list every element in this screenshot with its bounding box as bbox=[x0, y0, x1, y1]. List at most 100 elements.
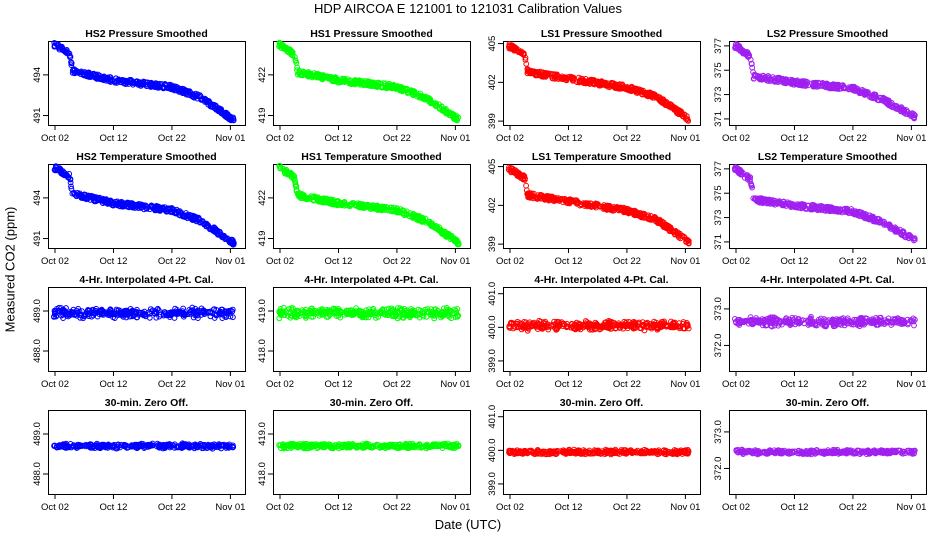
x-tick-label: Oct 22 bbox=[383, 256, 411, 267]
data-point bbox=[294, 67, 300, 73]
panel-11: 4-Hr. Interpolated 4-Pt. Cal.372.0373.0O… bbox=[713, 274, 927, 390]
data-point bbox=[288, 51, 295, 58]
data-point bbox=[378, 84, 385, 91]
panel-frame bbox=[48, 410, 246, 495]
data-point bbox=[537, 72, 543, 79]
data-point bbox=[521, 51, 527, 58]
x-tick-label: Oct 22 bbox=[613, 133, 641, 144]
y-tick-label: 372.0 bbox=[713, 334, 724, 358]
x-tick-label: Oct 02 bbox=[266, 256, 294, 267]
y-tick-label: 488.0 bbox=[32, 339, 43, 363]
data-point bbox=[541, 73, 547, 80]
data-point bbox=[552, 73, 559, 80]
data-point bbox=[533, 72, 539, 78]
panel-frame bbox=[48, 41, 246, 126]
x-tick-label: Oct 22 bbox=[613, 379, 641, 390]
data-point bbox=[398, 84, 405, 90]
data-point bbox=[522, 57, 529, 63]
data-point bbox=[646, 91, 653, 97]
data-point bbox=[313, 71, 320, 77]
x-tick-label: Nov 01 bbox=[440, 379, 470, 390]
x-axis-label: Date (UTC) bbox=[434, 517, 502, 532]
data-point bbox=[618, 85, 625, 92]
x-tick-label: Oct 02 bbox=[266, 379, 294, 390]
x-tick-label: Nov 01 bbox=[670, 133, 700, 144]
data-points bbox=[732, 41, 918, 122]
data-point bbox=[81, 69, 88, 75]
data-point bbox=[223, 111, 229, 118]
data-point bbox=[439, 107, 446, 114]
data-point bbox=[62, 49, 69, 56]
y-tick-label: 402 bbox=[487, 197, 498, 213]
data-point bbox=[668, 102, 675, 108]
y-tick-label: 371 bbox=[713, 234, 724, 250]
x-tick-label: Oct 12 bbox=[554, 133, 582, 144]
data-points bbox=[506, 164, 692, 247]
data-point bbox=[359, 81, 365, 87]
data-point bbox=[206, 99, 212, 105]
y-tick-label: 371 bbox=[713, 111, 724, 127]
panel-title: HS2 Pressure Smoothed bbox=[85, 28, 208, 40]
panel-title: LS2 Temperature Smoothed bbox=[758, 151, 897, 163]
y-tick-label: 418.0 bbox=[257, 339, 268, 363]
data-point bbox=[168, 84, 175, 91]
x-tick-label: Nov 01 bbox=[215, 256, 245, 267]
data-point bbox=[113, 80, 120, 86]
y-tick-label: 405 bbox=[487, 36, 498, 52]
data-point bbox=[330, 77, 337, 83]
y-tick-label: 422 bbox=[257, 190, 268, 206]
data-point bbox=[301, 69, 308, 75]
data-point bbox=[639, 91, 646, 98]
panel-frame bbox=[503, 41, 701, 126]
data-point bbox=[55, 43, 61, 49]
data-point bbox=[334, 77, 341, 84]
data-point bbox=[64, 48, 70, 54]
x-tick-label: Nov 01 bbox=[215, 379, 245, 390]
data-point bbox=[217, 106, 224, 113]
panel-frame bbox=[48, 287, 246, 372]
x-tick-label: Oct 12 bbox=[780, 256, 808, 267]
data-point bbox=[68, 60, 75, 66]
data-point bbox=[347, 78, 353, 85]
data-point bbox=[105, 78, 112, 84]
y-tick-label: 489.0 bbox=[32, 299, 43, 323]
y-tick-label: 399 bbox=[487, 236, 498, 252]
x-tick-label: Nov 01 bbox=[215, 502, 245, 513]
y-tick-label: 373 bbox=[713, 210, 724, 226]
data-point bbox=[124, 79, 130, 86]
data-points bbox=[506, 317, 692, 334]
data-point bbox=[559, 73, 565, 80]
data-point bbox=[394, 83, 401, 89]
panel-7: LS2 Temperature Smoothed371373375377Oct … bbox=[713, 151, 927, 267]
data-point bbox=[612, 84, 619, 91]
data-point bbox=[162, 81, 169, 88]
x-tick-label: Nov 01 bbox=[440, 133, 470, 144]
data-points bbox=[732, 313, 918, 330]
x-tick-label: Oct 22 bbox=[158, 133, 186, 144]
y-tick-label: 399 bbox=[487, 113, 498, 129]
data-point bbox=[427, 97, 434, 104]
x-tick-label: Oct 02 bbox=[496, 256, 524, 267]
data-point bbox=[188, 93, 195, 99]
y-tick-label: 377 bbox=[713, 161, 724, 177]
data-point bbox=[563, 77, 570, 84]
x-tick-label: Oct 02 bbox=[496, 133, 524, 144]
data-point bbox=[388, 84, 395, 90]
data-point bbox=[553, 72, 560, 78]
data-point bbox=[566, 73, 573, 80]
panel-title: HS1 Temperature Smoothed bbox=[301, 151, 441, 163]
x-tick-label: Oct 02 bbox=[722, 133, 750, 144]
data-point bbox=[306, 72, 313, 79]
panel-title: 4-Hr. Interpolated 4-Pt. Cal. bbox=[534, 274, 668, 286]
data-point bbox=[436, 101, 442, 108]
data-point bbox=[100, 74, 107, 81]
x-tick-label: Oct 12 bbox=[324, 256, 352, 267]
panel-9: 4-Hr. Interpolated 4-Pt. Cal.418.0419.0O… bbox=[257, 274, 471, 390]
data-points bbox=[276, 304, 462, 322]
data-point bbox=[156, 80, 163, 87]
data-point bbox=[658, 99, 665, 106]
data-point bbox=[621, 85, 628, 91]
data-point bbox=[340, 76, 347, 83]
